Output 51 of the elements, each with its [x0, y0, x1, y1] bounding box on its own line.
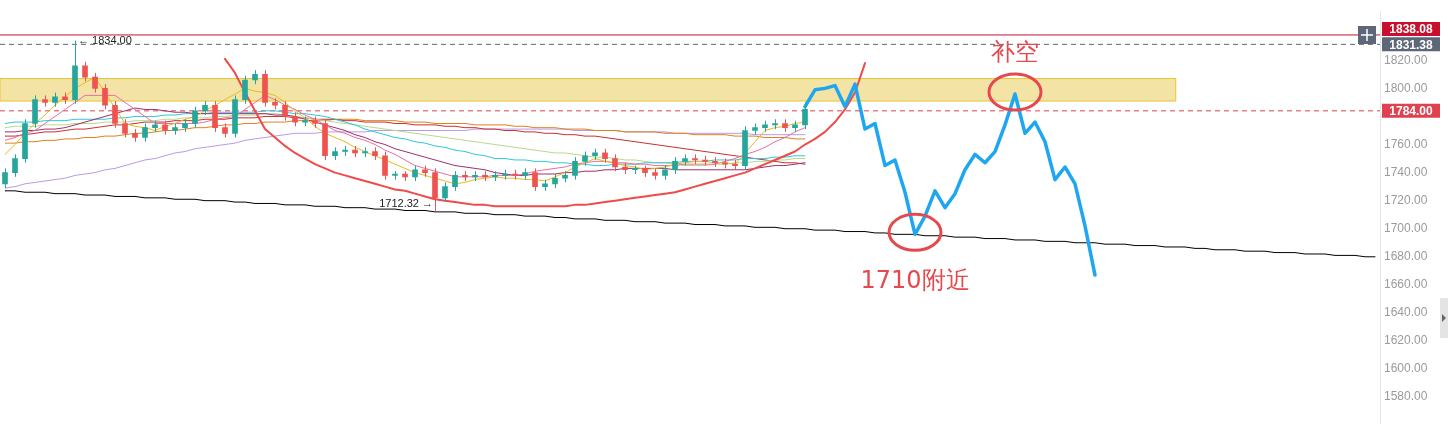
candlestick: [532, 167, 538, 192]
candlestick: [92, 72, 98, 94]
y-tick-label: 1800.00: [1384, 80, 1428, 95]
candlestick: [232, 94, 238, 139]
text: 1712.32 →: [379, 197, 433, 210]
ref-line-label: 1831.38: [1389, 37, 1434, 52]
candlestick: [522, 167, 528, 181]
candlestick: [652, 167, 658, 181]
candlestick: [572, 156, 578, 181]
candlestick: [102, 83, 108, 110]
candlestick: [442, 181, 448, 203]
candlestick: [682, 153, 688, 167]
candlestick: [62, 92, 68, 105]
text: ← 1834.00: [78, 33, 132, 46]
candlestick: [382, 151, 388, 181]
y-tick-label: 1640.00: [1384, 305, 1428, 320]
y-tick-label: 1600.00: [1384, 361, 1428, 376]
candlestick: [42, 94, 48, 108]
candlestick: [142, 122, 148, 143]
candlestick: [662, 165, 668, 181]
candlestick: [282, 100, 288, 122]
candlestick: [452, 170, 458, 192]
y-tick-label: 1620.00: [1384, 333, 1428, 348]
candlestick: [562, 170, 568, 183]
y-tick-label: 1720.00: [1384, 192, 1428, 207]
annotation: 1710附近: [860, 265, 970, 297]
candlestick: [272, 97, 278, 110]
candlestick: [172, 122, 178, 136]
candlestick: [312, 115, 318, 129]
y-tick-label: 1660.00: [1384, 277, 1428, 292]
candlestick: [422, 165, 428, 178]
y-tick-label: 1820.00: [1384, 52, 1428, 67]
ref-line-label: 1784.00: [1389, 104, 1434, 119]
candlestick: [722, 158, 728, 169]
annotation: 补空: [991, 37, 1039, 68]
candlestick: [122, 118, 128, 139]
candlestick: [582, 151, 588, 167]
y-tick-label: 1680.00: [1384, 249, 1428, 264]
y-tick-label: 1580.00: [1384, 389, 1428, 404]
candlestick: [12, 153, 18, 178]
y-tick-label: 1760.00: [1384, 136, 1428, 151]
candlestick: [32, 94, 38, 129]
y-tick-label: 1700.00: [1384, 221, 1428, 236]
candlestick: [542, 179, 548, 192]
candlestick: [222, 122, 228, 139]
candlestick: [52, 92, 58, 108]
y-tick-label: 1740.00: [1384, 164, 1428, 179]
candlestick: [752, 122, 758, 136]
ref-line-label: 1838.08: [1389, 22, 1434, 37]
candlestick: [2, 167, 8, 189]
candlestick: [412, 165, 418, 182]
